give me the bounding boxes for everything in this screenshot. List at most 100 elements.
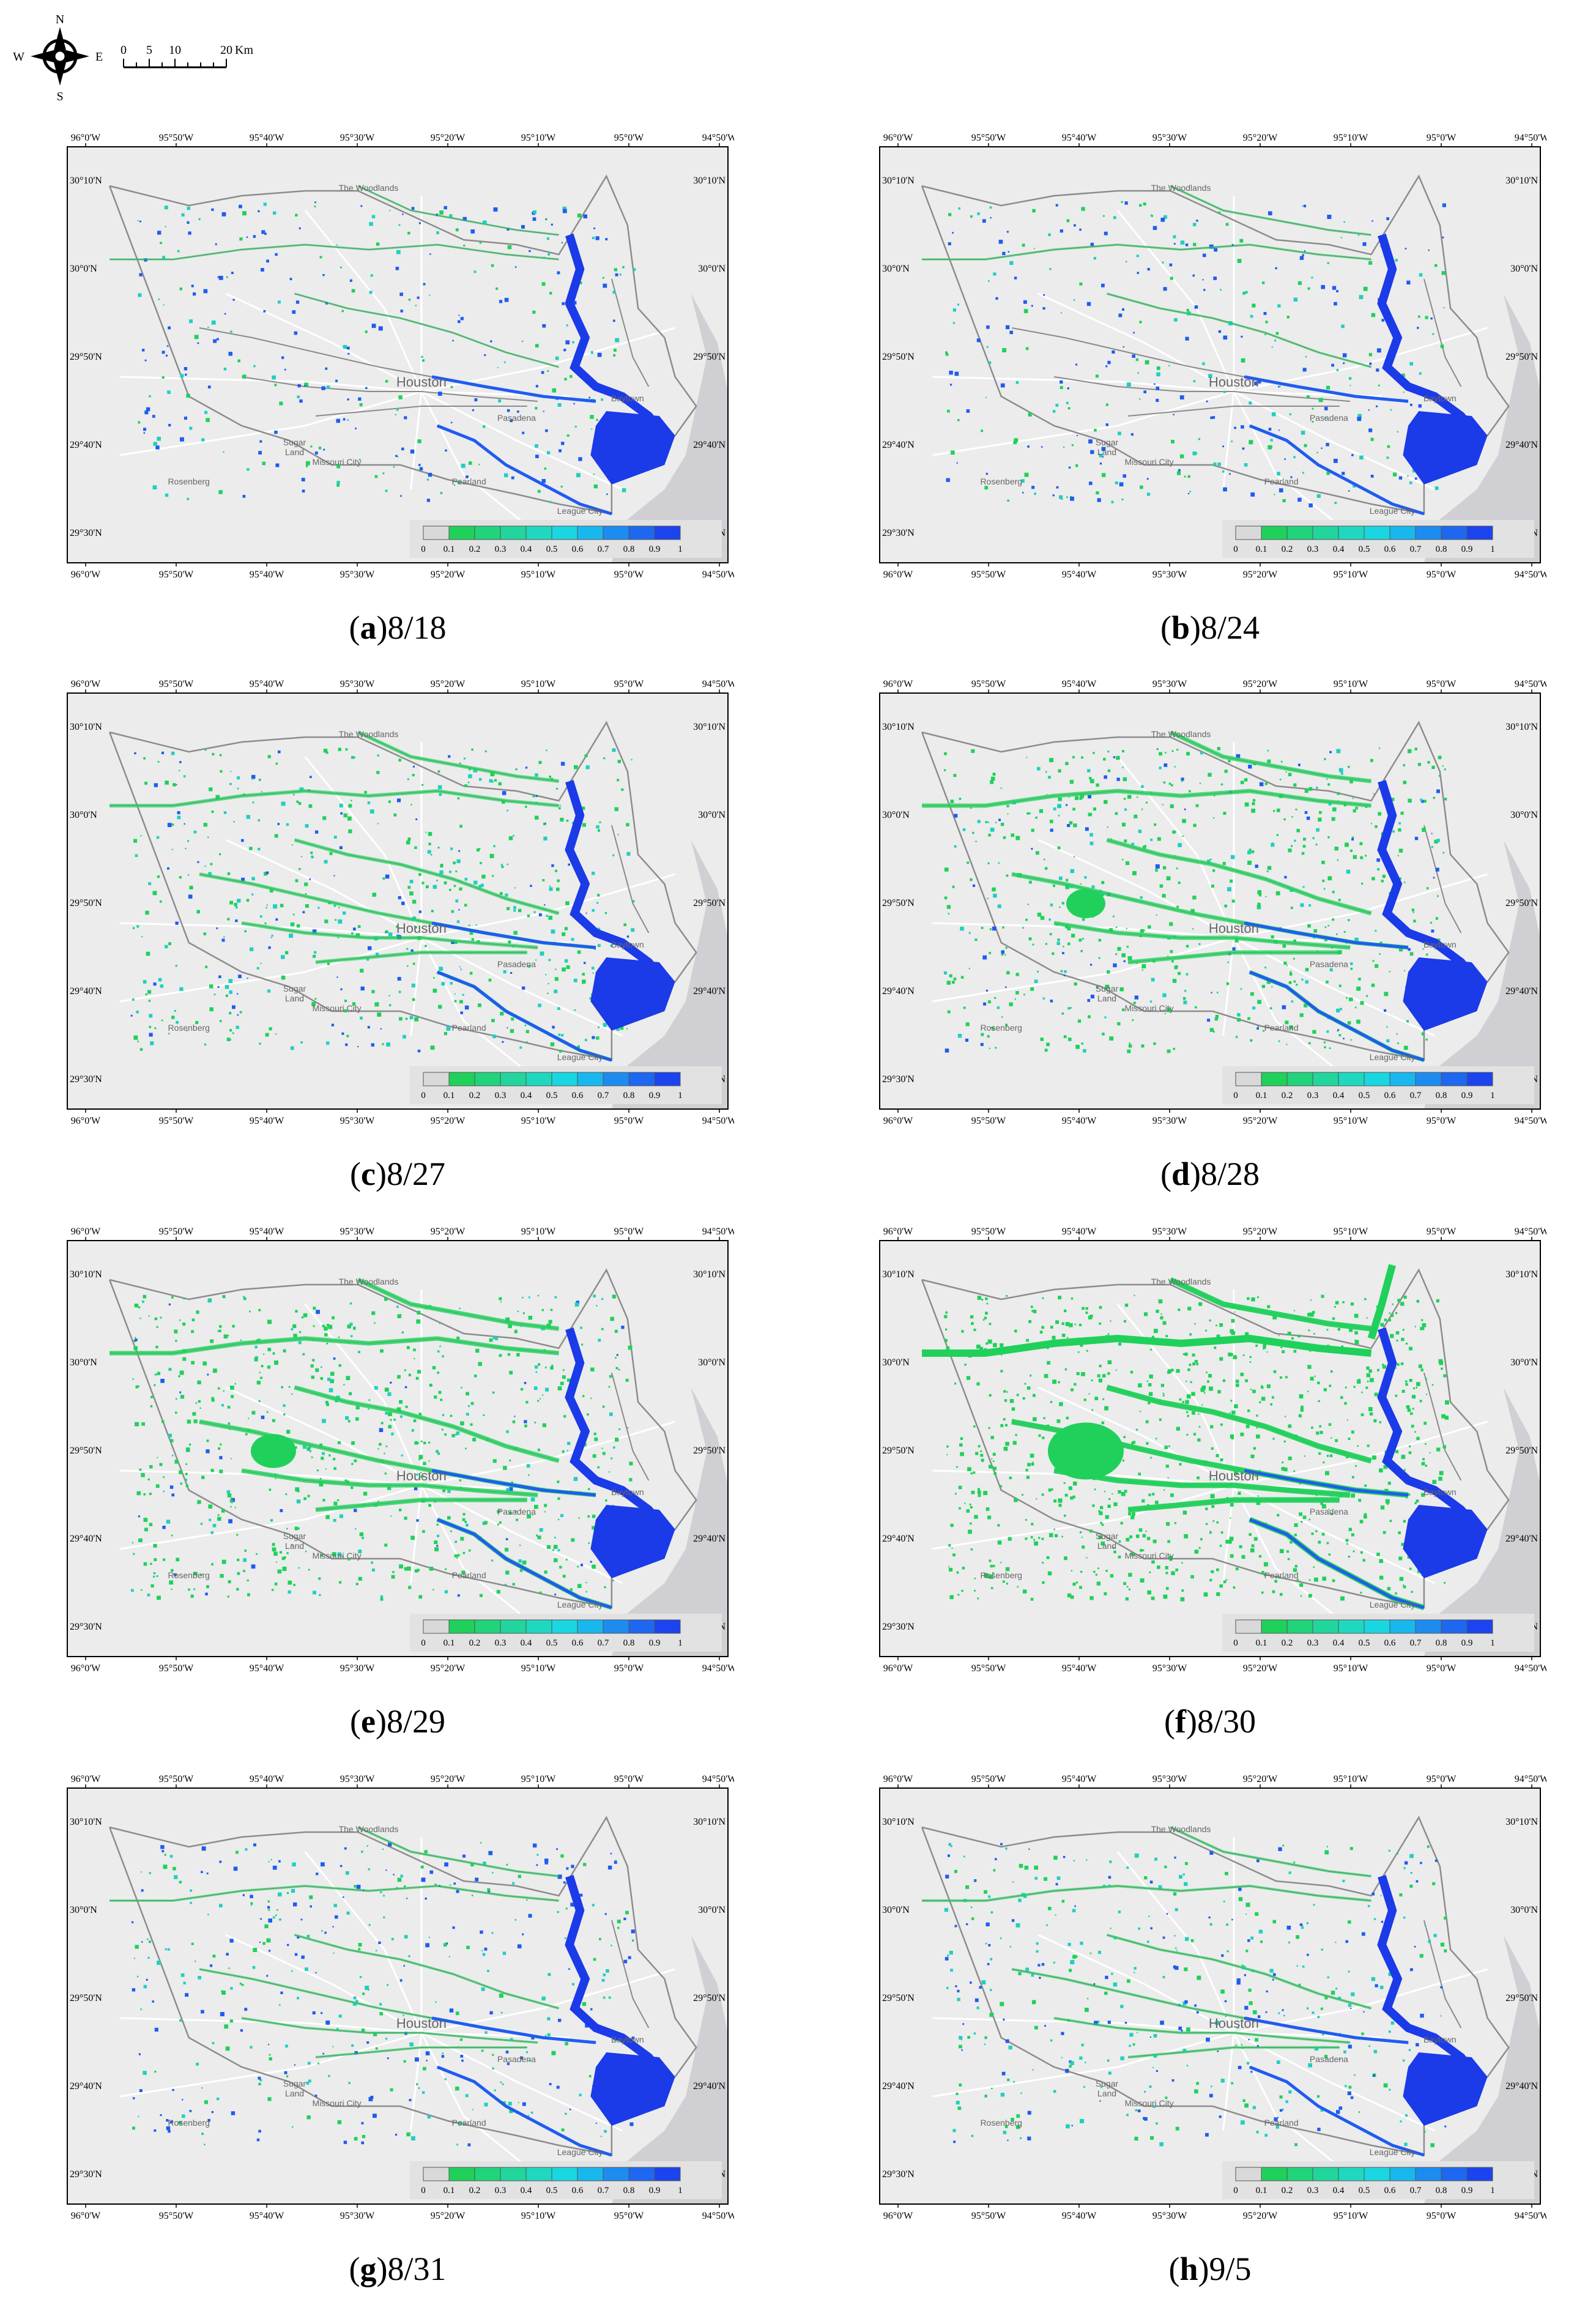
flood-pixel — [988, 280, 990, 282]
legend-tick: 0.7 — [598, 1638, 609, 1648]
flood-pixel — [198, 343, 199, 344]
legend-swatch — [603, 1620, 629, 1633]
flood-pixel — [271, 937, 272, 938]
flood-pixel — [1288, 1558, 1290, 1561]
flood-pixel — [1185, 1400, 1189, 1404]
flood-pixel — [1246, 1425, 1250, 1428]
lat-label-right: 30°10'N — [1505, 176, 1538, 186]
flood-pixel — [1014, 277, 1017, 279]
flood-pixel — [617, 1920, 621, 1923]
flood-pixel — [977, 1598, 979, 1600]
flood-pixel — [547, 451, 550, 455]
flood-pixel — [315, 1368, 319, 1372]
flood-pixel — [1034, 979, 1038, 983]
flood-pixel — [209, 787, 212, 791]
flood-pixel — [1431, 317, 1433, 319]
flood-pixel — [276, 1562, 277, 1563]
flood-pixel — [1351, 998, 1353, 1001]
flood-pixel — [409, 299, 411, 301]
flood-pixel — [1232, 948, 1235, 951]
legend-swatch — [577, 2167, 603, 2181]
flood-pixel — [1179, 1398, 1182, 1401]
flood-pixel — [1397, 1340, 1398, 1342]
flood-pixel — [1162, 993, 1166, 997]
flood-pixel — [592, 872, 595, 875]
flood-pixel — [1337, 792, 1340, 795]
flood-pixel — [444, 1433, 447, 1436]
flood-pixel — [629, 1461, 633, 1465]
flood-pixel — [219, 276, 223, 280]
flood-pixel — [582, 979, 586, 984]
place-label: League City — [557, 1600, 603, 1609]
flood-pixel — [1312, 408, 1314, 410]
flood-pixel — [499, 1297, 502, 1301]
flood-pixel — [208, 1299, 211, 1302]
flood-pixel — [1304, 1455, 1305, 1457]
flood-pixel — [468, 782, 470, 784]
flood-pixel — [188, 231, 191, 234]
flood-pixel — [155, 1346, 158, 1348]
flood-pixel — [399, 991, 401, 993]
flood-pixel — [560, 1382, 564, 1386]
lat-label-left: 29°40'N — [882, 1534, 915, 1544]
flood-pixel — [297, 396, 300, 399]
legend-tick: 1 — [1490, 1091, 1495, 1101]
legend-swatch — [655, 2167, 680, 2181]
flood-pixel — [184, 823, 185, 825]
flood-pixel — [1205, 1330, 1207, 1332]
flood-pixel — [1103, 215, 1105, 217]
flood-pixel — [315, 451, 318, 455]
flood-pixel — [1058, 847, 1061, 850]
flood-pixel — [951, 800, 954, 803]
legend-swatch — [655, 1072, 680, 1086]
flood-pixel — [140, 2008, 142, 2010]
flood-pixel — [1000, 1562, 1001, 1563]
flood-pixel — [554, 1545, 558, 1549]
flood-pixel — [396, 250, 401, 254]
flood-pixel — [547, 2033, 551, 2036]
flood-pixel — [472, 2109, 473, 2110]
flood-pixel — [321, 1930, 323, 1932]
flood-pixel — [150, 1563, 152, 1565]
flood-pixel — [1293, 1861, 1295, 1863]
flood-pixel — [1104, 776, 1107, 779]
flood-pixel — [207, 1914, 209, 1916]
flood-pixel — [347, 353, 349, 355]
flood-pixel — [1409, 1347, 1412, 1351]
flood-pixel — [1123, 778, 1127, 781]
lat-label-right: 29°50'N — [693, 898, 726, 908]
flood-pixel — [179, 987, 183, 991]
flood-pixel — [1138, 1472, 1141, 1475]
flood-pixel — [1192, 1354, 1195, 1357]
flood-pixel — [1141, 964, 1146, 968]
flood-pixel — [1171, 960, 1174, 963]
flood-pixel — [1177, 471, 1181, 475]
lon-label-top: 95°50'W — [971, 1227, 1006, 1237]
flood-pixel — [1151, 978, 1155, 982]
flood-pixel — [1102, 1422, 1105, 1425]
flood-pixel — [376, 242, 379, 245]
flood-pixel — [1070, 1007, 1072, 1009]
lon-label-top: 95°0'W — [614, 133, 644, 143]
flood-pixel — [1405, 248, 1407, 250]
flood-pixel — [945, 351, 948, 354]
lon-label-bottom: 95°40'W — [250, 2211, 284, 2221]
flood-pixel — [1293, 784, 1296, 787]
flood-pixel — [1008, 251, 1010, 253]
flood-pixel — [526, 1030, 529, 1033]
flood-pixel — [399, 1400, 403, 1404]
flood-pixel — [1010, 1399, 1014, 1403]
flood-pixel — [1220, 1584, 1223, 1588]
flood-pixel — [1176, 1369, 1180, 1373]
flood-pixel — [366, 2041, 369, 2044]
flood-pixel — [395, 414, 396, 415]
flood-pixel — [994, 997, 996, 999]
flood-pixel — [236, 907, 238, 909]
flood-pixel — [1041, 446, 1043, 448]
flood-pixel — [519, 1945, 521, 1948]
lon-label-bottom: 95°40'W — [250, 1116, 284, 1126]
flood-pixel — [582, 2002, 586, 2006]
flood-pixel — [1366, 995, 1368, 997]
flood-pixel — [1084, 1398, 1086, 1401]
